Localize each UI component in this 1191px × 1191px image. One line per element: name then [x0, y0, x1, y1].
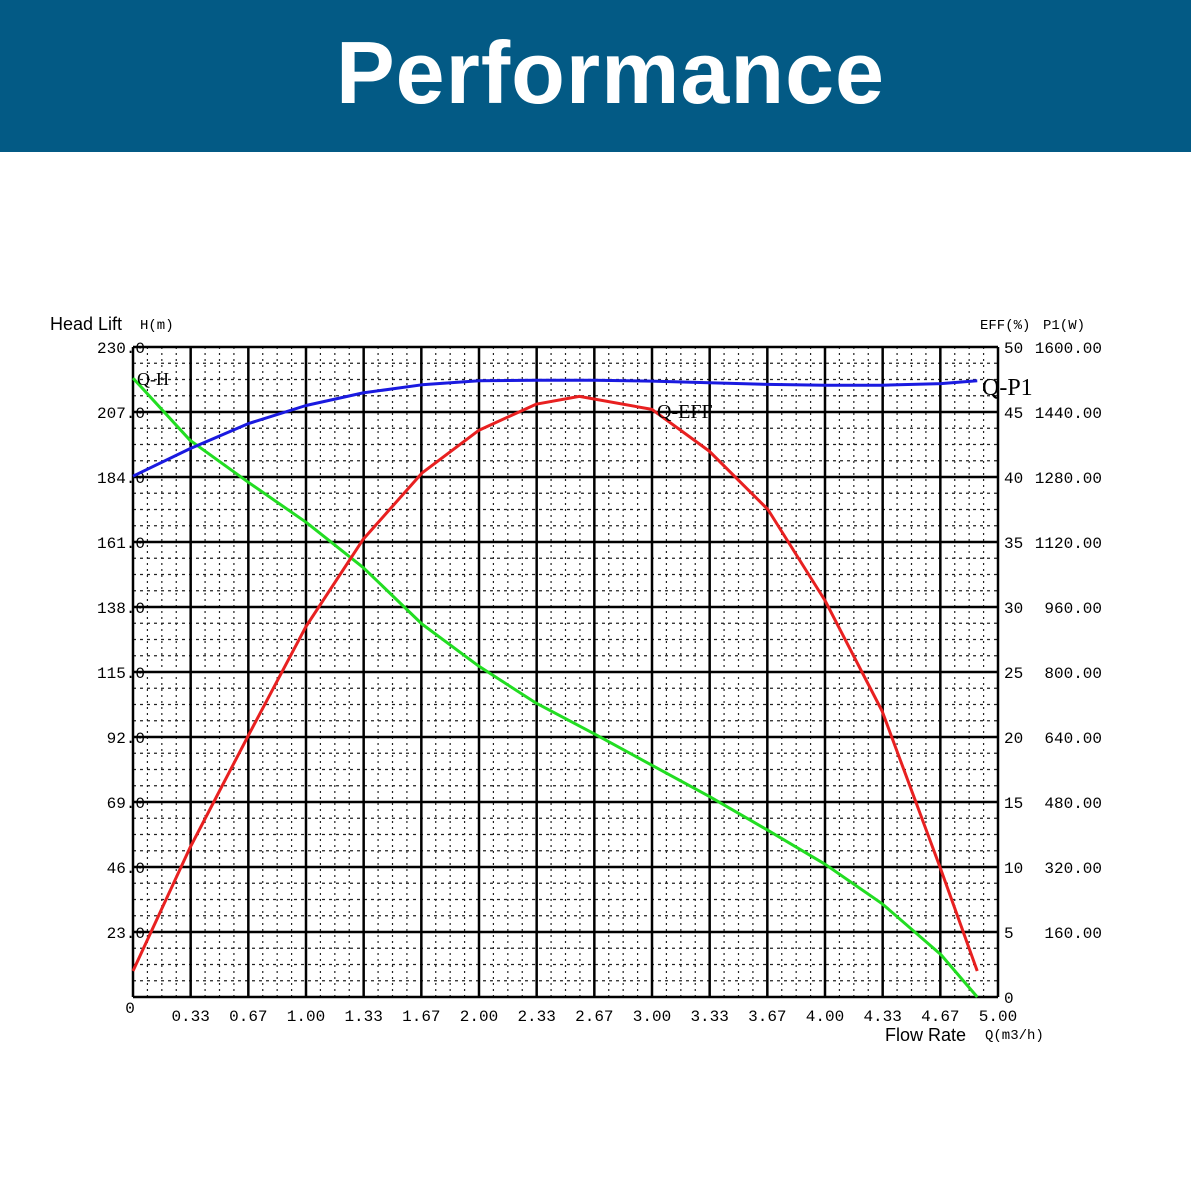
series-label-q-p1: Q-P1: [982, 375, 1033, 401]
series-label-q-eff: Q-EFF: [657, 401, 713, 423]
y-eff-tick-label: 35: [1004, 535, 1023, 553]
y-left-tick-label: 161.0: [97, 535, 145, 553]
x-tick-label: 1.00: [287, 1008, 325, 1026]
y-p1-tick-label: 160.00: [1044, 925, 1102, 943]
y-eff-tick-label: 25: [1004, 665, 1023, 683]
y-left-tick-label: 230.0: [97, 340, 145, 358]
y-left-tick-label: 69.0: [107, 795, 145, 813]
y-left-tick-label: 207.0: [97, 405, 145, 423]
x-tick-label: 2.33: [517, 1008, 555, 1026]
x-tick-label: 5.00: [979, 1008, 1017, 1026]
x-tick-label: 4.00: [806, 1008, 844, 1026]
series-label-q-h: Q-H: [137, 369, 169, 389]
y-left-tick-label: 46.0: [107, 860, 145, 878]
y-eff-tick-label: 30: [1004, 600, 1023, 618]
y-p1-tick-label: 480.00: [1044, 795, 1102, 813]
y-p1-tick-label: 960.00: [1044, 600, 1102, 618]
x-tick-label: 0.33: [171, 1008, 209, 1026]
y-p1-tick-label: 640.00: [1044, 730, 1102, 748]
x-tick-label: 4.67: [921, 1008, 959, 1026]
y-eff-tick-label: 5: [1004, 925, 1014, 943]
x-label: Flow Rate: [885, 1025, 967, 1045]
y-left-tick-label: 138.0: [97, 600, 145, 618]
y-eff-tick-label: 40: [1004, 470, 1023, 488]
y-eff-tick-label: 0: [1004, 990, 1014, 1008]
x-tick-label: 2.00: [460, 1008, 498, 1026]
series-line-q-eff: [131, 394, 979, 972]
x-tick-label: 0.67: [229, 1008, 267, 1026]
y-eff-tick-label: 15: [1004, 795, 1023, 813]
x-unit: Q(m3/h): [985, 1028, 1044, 1044]
y-left-unit: H(m): [140, 318, 174, 334]
y-p1-tick-label: 1440.00: [1035, 405, 1102, 423]
x-tick-label: 3.67: [748, 1008, 786, 1026]
page-title: Performance: [335, 23, 885, 122]
x-tick-label: 3.00: [633, 1008, 671, 1026]
y-p1-tick-label: 320.00: [1044, 860, 1102, 878]
x-tick-label: 3.33: [690, 1008, 728, 1026]
y-p1-label: P1(W): [1043, 318, 1086, 334]
y-left-tick-label: 184.0: [97, 470, 145, 488]
header-banner: [0, 0, 1191, 152]
y-left-tick-label: 115.0: [97, 665, 145, 683]
y-p1-tick-label: 800.00: [1044, 665, 1102, 683]
series-line-q-h: [131, 377, 979, 998]
series-line-q-p1: [132, 378, 978, 478]
y-eff-tick-label: 10: [1004, 860, 1023, 878]
y-p1-tick-label: 1280.00: [1035, 470, 1102, 488]
x-tick-label: 1.33: [344, 1008, 382, 1026]
y-eff-tick-label: 50: [1004, 340, 1023, 358]
y-p1-tick-label: 1120.00: [1035, 535, 1102, 553]
x-tick-label: 4.33: [863, 1008, 901, 1026]
y-eff-tick-label: 45: [1004, 405, 1023, 423]
y-left-tick-label: 92.0: [107, 730, 145, 748]
y-eff-tick-label: 20: [1004, 730, 1023, 748]
y-p1-tick-label: 1600.00: [1035, 340, 1102, 358]
y-left-tick-label: 23.0: [107, 925, 145, 943]
y-eff-label: EFF(%): [980, 318, 1031, 334]
x-tick-label: 2.67: [575, 1008, 613, 1026]
y-left-label: Head Lift: [50, 314, 123, 334]
x-tick-label: 1.67: [402, 1008, 440, 1026]
x-tick-label: 0: [125, 1000, 135, 1018]
